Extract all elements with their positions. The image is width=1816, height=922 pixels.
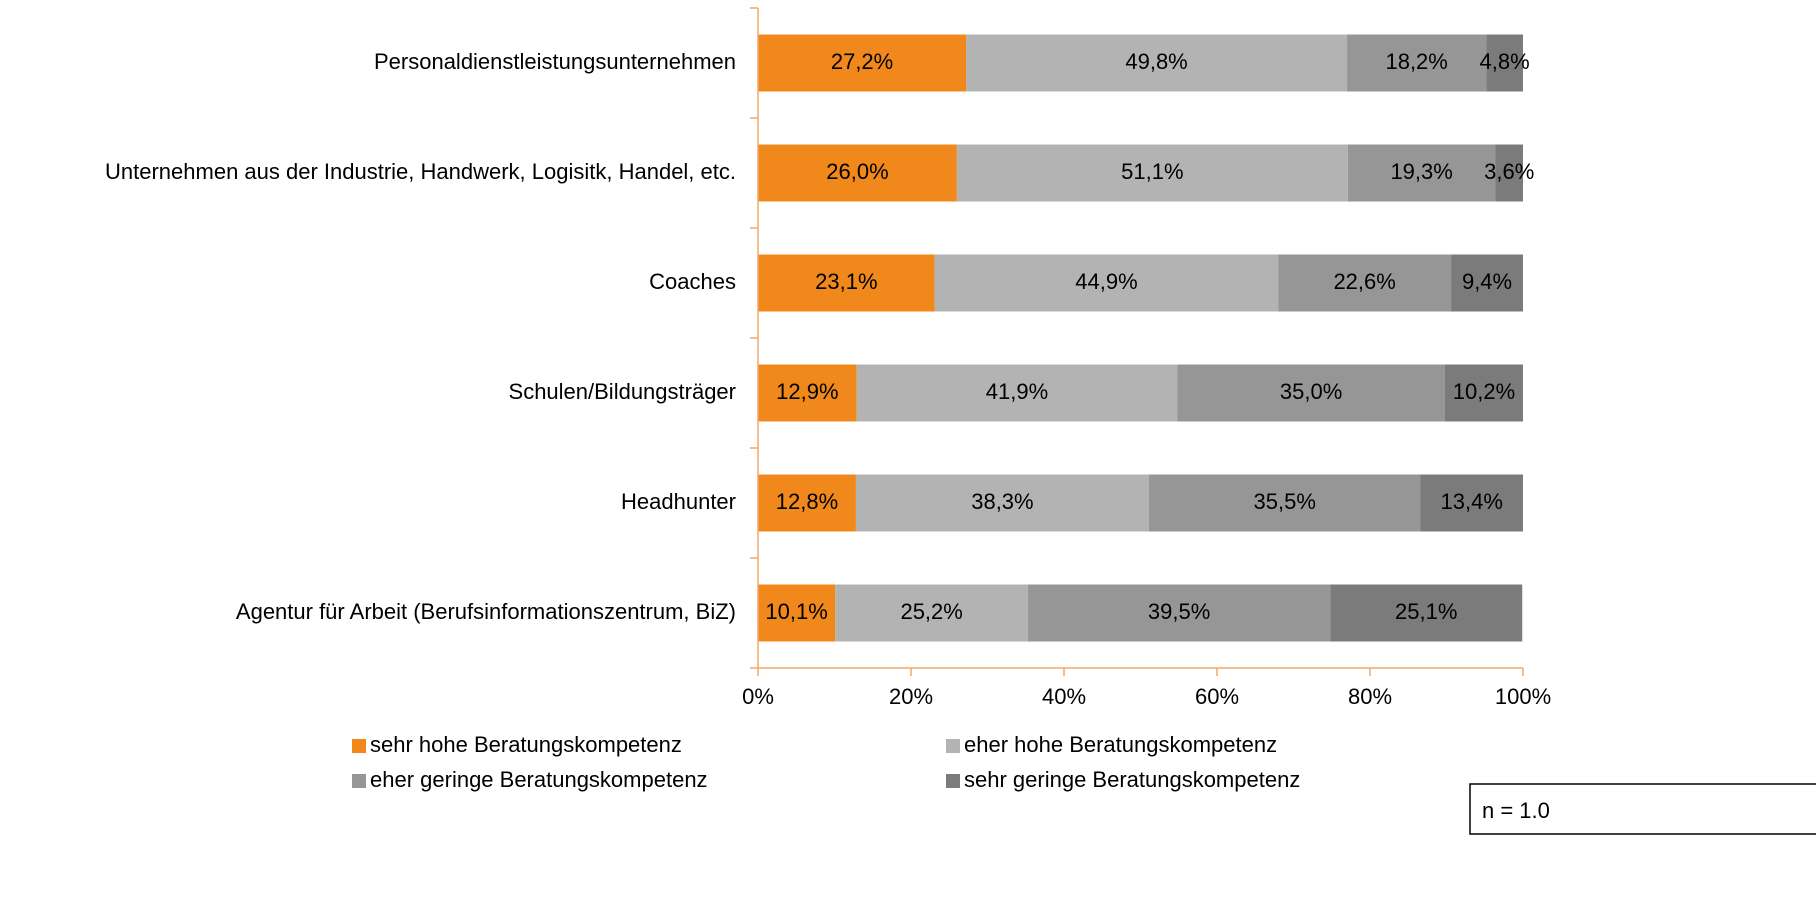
data-label: 51,1% xyxy=(1121,159,1183,184)
bar-segment xyxy=(758,34,967,92)
data-label: 4,8% xyxy=(1480,49,1530,74)
bar-segment xyxy=(1148,474,1421,532)
data-label: 10,1% xyxy=(765,599,827,624)
bar-segment xyxy=(1028,584,1331,642)
x-tick-label: 40% xyxy=(1042,684,1086,709)
data-label: 18,2% xyxy=(1385,49,1447,74)
y-tick-label: Schulen/Bildungsträger xyxy=(509,379,736,404)
x-tick-label: 80% xyxy=(1348,684,1392,709)
legend-label: eher hohe Beratungskompetenz xyxy=(964,732,1277,757)
bar-segment xyxy=(1444,364,1523,422)
data-label: 25,1% xyxy=(1395,599,1457,624)
data-label: 10,2% xyxy=(1453,379,1515,404)
annotation: n = 1.0 xyxy=(1482,798,1550,823)
bar-segment xyxy=(1420,474,1523,532)
x-tick-label: 60% xyxy=(1195,684,1239,709)
bar-segment xyxy=(758,144,957,202)
y-tick-label: Personaldienstleistungsunternehmen xyxy=(374,49,736,74)
legend-label: sehr hohe Beratungskompetenz xyxy=(370,732,682,757)
legend-label: sehr geringe Beratungskompetenz xyxy=(964,767,1300,792)
legend-marker xyxy=(352,774,366,788)
data-label: 22,6% xyxy=(1333,269,1395,294)
bar-segment xyxy=(1347,144,1496,202)
legend-marker xyxy=(946,739,960,753)
bar-segment xyxy=(758,474,856,532)
y-tick-label: Headhunter xyxy=(621,489,736,514)
data-label: 25,2% xyxy=(900,599,962,624)
data-label: 38,3% xyxy=(971,489,1033,514)
bar-segment xyxy=(1177,364,1445,422)
y-tick-label: Unternehmen aus der Industrie, Handwerk,… xyxy=(105,159,736,184)
data-label: 35,5% xyxy=(1254,489,1316,514)
bar-segment xyxy=(1330,584,1523,642)
bar-segment xyxy=(1451,254,1523,312)
data-label: 27,2% xyxy=(831,49,893,74)
data-label: 39,5% xyxy=(1148,599,1210,624)
data-label: 3,6% xyxy=(1484,159,1534,184)
bar-segment xyxy=(856,364,1178,422)
bar-segment xyxy=(758,364,857,422)
bar-segment xyxy=(758,584,836,642)
x-tick-label: 20% xyxy=(889,684,933,709)
data-label: 13,4% xyxy=(1441,489,1503,514)
data-label: 44,9% xyxy=(1075,269,1137,294)
data-label: 35,0% xyxy=(1280,379,1342,404)
x-tick-label: 0% xyxy=(742,684,774,709)
data-label: 49,8% xyxy=(1125,49,1187,74)
data-label: 12,9% xyxy=(776,379,838,404)
data-label: 23,1% xyxy=(815,269,877,294)
bar-segment xyxy=(758,254,935,312)
bar-segment xyxy=(934,254,1279,312)
bar-segment xyxy=(1347,34,1487,92)
legend-label: eher geringe Beratungskompetenz xyxy=(370,767,708,792)
bar-segment xyxy=(855,474,1149,532)
y-tick-label: Coaches xyxy=(649,269,736,294)
data-label: 12,8% xyxy=(776,489,838,514)
bar-segment xyxy=(1495,144,1523,202)
bar-segment xyxy=(966,34,1348,92)
bar-segment xyxy=(835,584,1029,642)
annotation-box xyxy=(1469,783,1816,835)
y-tick-label: Agentur für Arbeit (Berufsinformationsze… xyxy=(236,599,736,624)
data-label: 19,3% xyxy=(1390,159,1452,184)
x-tick-label: 100% xyxy=(1495,684,1551,709)
legend-marker xyxy=(352,739,366,753)
legend-marker xyxy=(946,774,960,788)
data-label: 41,9% xyxy=(986,379,1048,404)
data-label: 26,0% xyxy=(826,159,888,184)
bar-segment xyxy=(1486,34,1523,92)
data-label: 9,4% xyxy=(1462,269,1512,294)
bar-segment xyxy=(956,144,1348,202)
bar-segment xyxy=(1278,254,1452,312)
